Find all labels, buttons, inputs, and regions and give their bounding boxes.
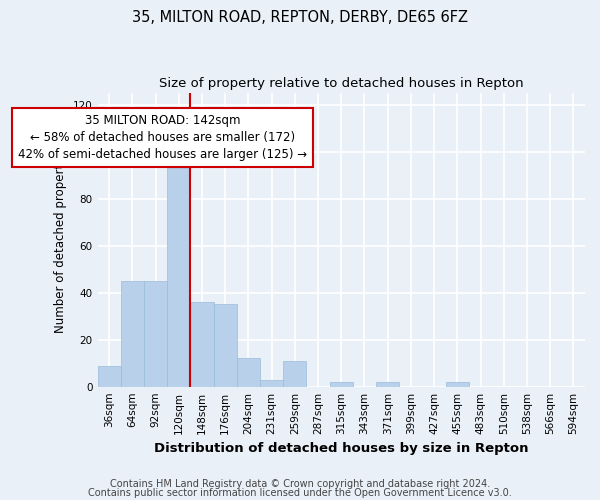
- Title: Size of property relative to detached houses in Repton: Size of property relative to detached ho…: [159, 78, 524, 90]
- Bar: [283, 361, 307, 386]
- Bar: [190, 302, 214, 386]
- Y-axis label: Number of detached properties: Number of detached properties: [55, 147, 67, 333]
- Bar: [167, 168, 190, 386]
- Bar: [121, 281, 144, 386]
- Text: 35 MILTON ROAD: 142sqm
← 58% of detached houses are smaller (172)
42% of semi-de: 35 MILTON ROAD: 142sqm ← 58% of detached…: [18, 114, 307, 161]
- Text: Contains HM Land Registry data © Crown copyright and database right 2024.: Contains HM Land Registry data © Crown c…: [110, 479, 490, 489]
- Text: 35, MILTON ROAD, REPTON, DERBY, DE65 6FZ: 35, MILTON ROAD, REPTON, DERBY, DE65 6FZ: [132, 10, 468, 25]
- Bar: [98, 366, 121, 386]
- Text: Contains public sector information licensed under the Open Government Licence v3: Contains public sector information licen…: [88, 488, 512, 498]
- Bar: [329, 382, 353, 386]
- Bar: [260, 380, 283, 386]
- Bar: [214, 304, 237, 386]
- Bar: [237, 358, 260, 386]
- Bar: [376, 382, 400, 386]
- Bar: [144, 281, 167, 386]
- Bar: [446, 382, 469, 386]
- X-axis label: Distribution of detached houses by size in Repton: Distribution of detached houses by size …: [154, 442, 529, 455]
